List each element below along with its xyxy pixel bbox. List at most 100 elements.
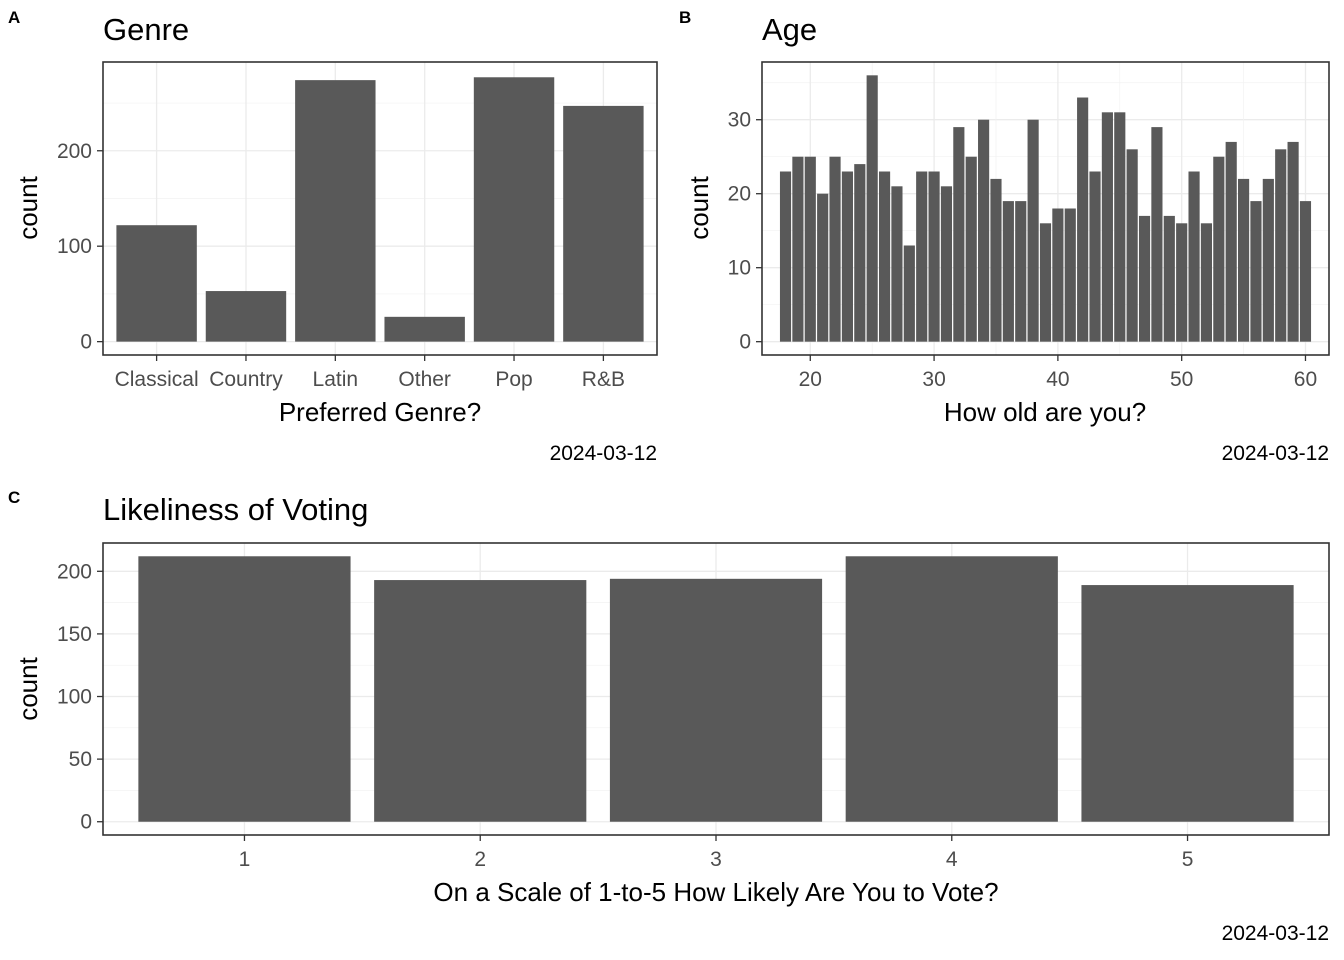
x-tick-label: R&B (582, 368, 625, 391)
x-tick-label: 40 (1046, 368, 1069, 391)
panel-c-title: Likeliness of Voting (103, 492, 368, 527)
x-tick-label: Other (398, 368, 451, 391)
bar-age-40 (1052, 208, 1064, 342)
bar-age-28 (903, 245, 915, 342)
x-tick-label: 30 (922, 368, 945, 391)
x-tick-label: Latin (313, 368, 359, 391)
panel-a-genre: A Genre 0 100 200 Classical Country Latin Othe… (8, 8, 658, 465)
bar-age-55 (1238, 178, 1250, 342)
y-tick-label: 200 (57, 560, 92, 583)
x-tick-label: 5 (1182, 848, 1194, 871)
panel-b-tag: B (679, 8, 691, 27)
bar-age-48 (1151, 127, 1163, 342)
bar-age-45 (1114, 112, 1126, 342)
bar-age-57 (1262, 178, 1274, 342)
bar-age-24 (854, 164, 866, 342)
bar-age-35 (990, 178, 1002, 342)
panel-a-axis-ticks: 0 100 200 Classical Country Latin Other Pop R&B (57, 140, 625, 391)
y-tick-label: 0 (739, 331, 751, 354)
bar-age-50 (1176, 223, 1188, 342)
bar-age-47 (1138, 215, 1151, 342)
bar-age-39 (1039, 223, 1052, 342)
panel-a-caption: 2024-03-12 (550, 442, 657, 465)
bar-age-53 (1213, 156, 1225, 342)
panel-b-x-axis-label: How old are you? (944, 397, 1146, 427)
bar-age-33 (965, 156, 977, 342)
x-tick-label: 2 (474, 848, 486, 871)
bar-other (384, 316, 465, 342)
bar-age-60 (1299, 201, 1312, 342)
y-tick-label: 0 (80, 811, 92, 834)
panel-a-plot-frame (102, 61, 658, 356)
bar-age-37 (1015, 201, 1027, 342)
bar-age-27 (891, 186, 903, 342)
bar-age-25 (866, 75, 878, 342)
bar-age-26 (878, 171, 891, 342)
bar-age-58 (1275, 149, 1287, 342)
bar-age-19 (792, 156, 804, 342)
panel-b-age: B Age 0 10 20 30 20 30 40 50 60 How old are you?… (679, 8, 1330, 465)
panel-a-tag: A (8, 8, 20, 27)
panel-b-caption: 2024-03-12 (1222, 442, 1329, 465)
panel-c-x-axis-label: On a Scale of 1-to-5 How Likely Are You … (433, 877, 998, 907)
bar-age-46 (1126, 149, 1138, 342)
bar-age-44 (1101, 112, 1113, 342)
x-tick-label: 20 (799, 368, 822, 391)
panel-c-bars (138, 556, 1294, 822)
bar-age-38 (1027, 119, 1039, 342)
y-tick-label: 100 (57, 686, 92, 709)
bar-r-b (563, 105, 644, 342)
bar-classical (116, 225, 197, 342)
x-tick-label: 1 (239, 848, 251, 871)
bar-age-56 (1250, 201, 1262, 342)
panel-c-y-axis-label: count (13, 656, 43, 720)
bar-age-54 (1225, 141, 1237, 342)
bar-age-29 (916, 171, 928, 342)
bar-2 (374, 580, 587, 822)
bar-latin (295, 80, 376, 342)
y-tick-label: 50 (69, 748, 92, 771)
bar-1 (138, 556, 351, 822)
panel-c-tag: C (8, 488, 20, 507)
x-tick-label: 4 (946, 848, 958, 871)
bar-age-43 (1089, 171, 1101, 342)
x-tick-label: 60 (1294, 368, 1317, 391)
panel-b-y-axis-label: count (684, 175, 714, 239)
x-tick-label: Pop (495, 368, 532, 391)
bar-age-51 (1188, 171, 1200, 342)
bar-age-32 (953, 127, 965, 342)
y-tick-label: 100 (57, 235, 92, 258)
panel-c-axis-ticks: 0 50 100 150 200 1 2 3 4 5 (57, 560, 1193, 871)
bar-age-52 (1200, 223, 1213, 342)
panel-c-caption: 2024-03-12 (1222, 922, 1329, 945)
bar-age-59 (1287, 141, 1299, 342)
bar-age-31 (940, 186, 953, 342)
panel-a-y-axis-label: count (13, 175, 43, 239)
x-tick-label: Classical (115, 368, 199, 391)
bar-age-30 (928, 171, 940, 342)
panel-b-axis-ticks: 0 10 20 30 20 30 40 50 60 (728, 109, 1318, 391)
bar-age-36 (1002, 201, 1014, 342)
y-tick-label: 150 (57, 623, 92, 646)
panel-a-x-axis-label: Preferred Genre? (279, 397, 481, 427)
bar-age-20 (804, 156, 816, 342)
panel-b-bars (779, 75, 1312, 342)
bar-age-18 (779, 171, 792, 342)
y-tick-label: 10 (728, 257, 751, 280)
bar-age-34 (978, 119, 990, 342)
x-tick-label: 3 (710, 848, 722, 871)
bar-age-23 (841, 171, 853, 342)
y-tick-label: 0 (80, 331, 92, 354)
y-tick-label: 30 (728, 109, 751, 132)
bar-age-42 (1077, 97, 1089, 342)
bar-age-21 (817, 193, 829, 342)
x-tick-label: Country (209, 368, 283, 391)
y-tick-label: 20 (728, 183, 751, 206)
bar-country (205, 291, 287, 342)
bar-4 (845, 556, 1058, 822)
bar-pop (473, 77, 555, 342)
bar-age-49 (1163, 215, 1175, 342)
panel-b-title: Age (762, 12, 817, 47)
bar-5 (1081, 585, 1294, 822)
